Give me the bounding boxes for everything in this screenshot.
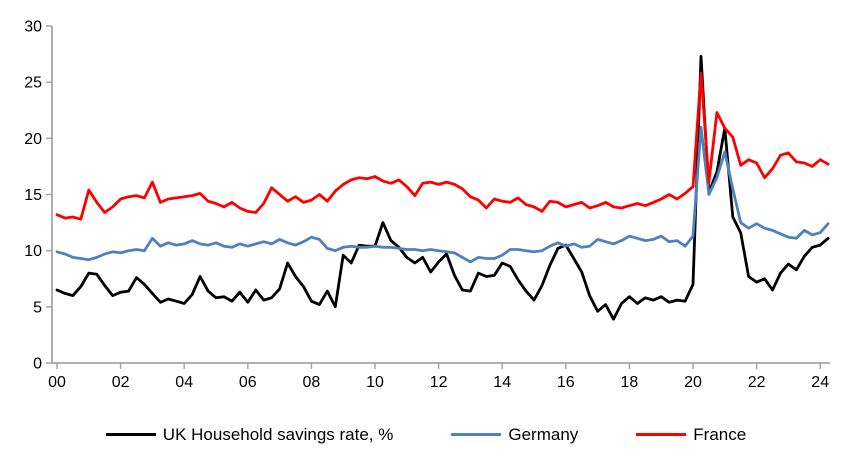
x-tick-label: 20 <box>684 374 702 391</box>
germany-line-swatch <box>451 433 502 436</box>
france-legend-label: France <box>693 425 747 444</box>
y-tick-label: 25 <box>24 75 42 92</box>
x-tick-label: 02 <box>112 374 130 391</box>
x-tick-label: 10 <box>366 374 384 391</box>
germany-legend-label: Germany <box>508 425 579 444</box>
y-tick-label: 30 <box>24 19 42 36</box>
y-tick-label: 0 <box>33 356 42 373</box>
series-line-germany <box>55 125 830 264</box>
legend-item-germany: Germany <box>451 426 578 443</box>
y-tick-label: 15 <box>24 187 42 204</box>
x-tick-label: 04 <box>175 374 193 391</box>
uk-legend-label: UK Household savings rate, % <box>162 425 394 444</box>
y-tick-label: 10 <box>24 243 42 260</box>
x-tick-label: 14 <box>493 374 511 391</box>
legend-item-france: France <box>636 426 746 443</box>
x-tick-label: 24 <box>811 374 829 391</box>
legend-item-uk: UK Household savings rate, % <box>105 425 394 444</box>
uk-line-swatch <box>105 433 156 436</box>
france-line-swatch <box>636 433 687 436</box>
savings-rate-line-chart: 0 5 10 15 20 25 30 00 02 04 06 08 10 12 14 16 18 20 22 24 <box>24 19 830 391</box>
x-tick-label: 18 <box>621 374 639 391</box>
x-tick-label: 08 <box>303 374 321 391</box>
y-tick-label: 5 <box>33 299 42 316</box>
y-tick-label: 20 <box>24 131 42 148</box>
x-tick-label: 00 <box>48 374 66 391</box>
x-tick-label: 06 <box>239 374 257 391</box>
x-tick-label: 12 <box>430 374 448 391</box>
chart-legend: UK Household savings rate, % Germany Fra… <box>0 426 852 443</box>
x-tick-label: 16 <box>557 374 575 391</box>
series-line-france <box>55 71 830 221</box>
x-tick-label: 22 <box>748 374 766 391</box>
